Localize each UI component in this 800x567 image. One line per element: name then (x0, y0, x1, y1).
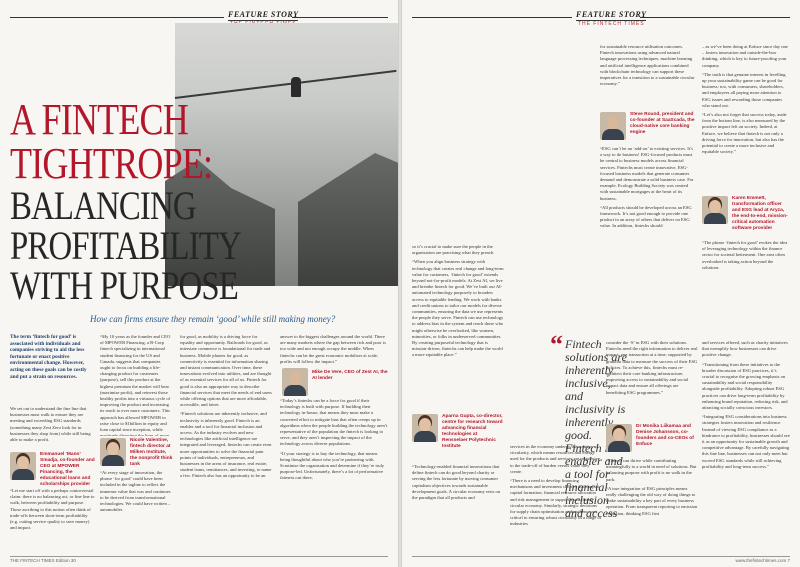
speaker-credit: Dr Monika Liikamaa and Denise Johansson,… (636, 424, 694, 447)
pull-quote-text: Fintech solutions are inherently inclusi… (565, 337, 628, 520)
column-1-continued: “Let me start off with a perhaps controv… (10, 488, 96, 556)
speaker-photo (10, 452, 36, 480)
column-2-bottom: services in the economy undergo the scru… (510, 444, 602, 556)
tightrope-photo (165, 23, 398, 286)
speaker-photo (600, 112, 626, 140)
section-tab-sub: THE FINTECH TIMES (577, 21, 645, 27)
paragraph: “Fintech can thrive while contributing m… (606, 458, 697, 482)
paragraph: for sustainable resource utilisation out… (600, 44, 695, 87)
paragraph: We set out to understand the fine line t… (10, 406, 91, 443)
column-1: so it’s crucial to make sure the people … (412, 244, 504, 410)
paragraph: services in the economy undergo the scru… (510, 444, 600, 474)
section-tab-label: FEATURE STORY (576, 10, 647, 19)
tightrope-walker (291, 77, 301, 97)
section-tab-bar (576, 20, 647, 21)
paragraph: “There is a need to develop financing me… (510, 478, 602, 527)
speaker-photo (282, 368, 308, 396)
paragraph: for good, as mobility is a driving force… (180, 334, 272, 408)
footer-right: www.thefintechtimes.com 7 (735, 558, 790, 563)
column-4-middle: “The phrase ‘fintech for good’ evokes th… (702, 240, 790, 310)
paragraph: so it’s crucial to make sure the people … (412, 244, 495, 256)
top-rule (10, 17, 224, 18)
column-2-continued: “At every stage of innovation, the phras… (100, 470, 172, 556)
speaker-photo (100, 438, 126, 466)
paragraph: “A true integration of ESG principles me… (606, 485, 698, 516)
paragraph: “When you align business strategy with t… (412, 259, 504, 358)
speaker-credit: Steve Round, president and co-founder at… (630, 112, 695, 135)
paragraph: – as we’ve been doing at Enfuce since da… (702, 44, 788, 68)
headline-line-2: TIGHTROPE: (10, 139, 213, 188)
speaker-credit: Karen Emmett, transformation officer and… (732, 196, 788, 231)
paragraph: “Let me start off with a perhaps controv… (10, 488, 95, 531)
paragraph: “Technology-enabled financial innovation… (412, 464, 501, 501)
column-3: for good, as mobility is a driving force… (180, 334, 272, 556)
column-2: “My 10 years as the founder and CEO of M… (100, 334, 172, 436)
paragraph: answer to the biggest challenges around … (280, 334, 386, 364)
paragraph: “Let’s also not forget that success toda… (702, 112, 787, 155)
column-1-continued: “Technology-enabled financial innovation… (412, 464, 504, 556)
top-rule (412, 17, 572, 18)
left-page: FEATURE STORY THE FINTECH TIMES A FINTEC… (0, 0, 398, 567)
column-4: answer to the biggest challenges around … (280, 334, 388, 370)
paragraph: “The phrase ‘fintech for good’ evokes th… (702, 240, 788, 270)
paragraph: “If your strategy is to buy the technolo… (280, 450, 385, 481)
right-page: FEATURE STORY THE FINTECH TIMES so it’s … (402, 0, 800, 567)
top-rule (640, 17, 790, 18)
column-4-continued: “Today’s fintechs can be a force for goo… (280, 398, 388, 556)
footer-left: THE FINTECH TIMES Edition 30 (10, 558, 76, 563)
paragraph: “Transitioning from these initiatives to… (702, 361, 788, 411)
quote-mark-icon: “ (550, 330, 563, 359)
headline-line-3: BALANCING (10, 183, 197, 228)
headline: A FINTECH TIGHTROPE: BALANCING PROFITABI… (10, 98, 292, 306)
column-3-lower: consider the ‘S’ in ESG with their solut… (606, 340, 698, 422)
paragraph: and services offered, such as charity in… (702, 340, 788, 358)
column-3-bottom: “Fintech can thrive while contributing m… (606, 458, 698, 556)
spine-gutter (398, 0, 402, 567)
top-rule (292, 17, 388, 18)
speaker-photo (702, 196, 728, 224)
cliff-right (298, 153, 398, 286)
footer-rule (412, 556, 790, 557)
headline-line-1: A FINTECH (10, 95, 189, 144)
paragraph: “My 10 years as the founder and CEO of M… (100, 334, 171, 436)
column-3-middle: “ESG can’t be an ‘add-on’ to existing se… (600, 146, 696, 262)
speaker-credit: Mike De Vere, CEO of Zest AI, the AI len… (312, 370, 388, 381)
paragraph: “All products should be developed across… (600, 204, 692, 229)
headline-line-5: WITH PURPOSE (10, 263, 239, 308)
paragraph: “Integrating ESG considerations into bus… (702, 414, 790, 469)
paragraph: “ESG can’t be an ‘add-on’ to existing se… (600, 146, 694, 201)
speaker-photo (606, 424, 632, 452)
column-4-bottom: and services offered, such as charity in… (702, 340, 790, 556)
speaker-credit: Nicole Valentine, fintech director at Mi… (130, 438, 173, 467)
speaker-credit: Emmanuel ‘Mano’ Smadja, co-founder and C… (40, 452, 95, 487)
column-3-top: for sustainable resource utilisation out… (600, 44, 696, 110)
paragraph: consider the ‘S’ in ESG with their solut… (606, 340, 698, 395)
headline-line-4: PROFITABILITY (10, 223, 242, 268)
section-tab-bar (228, 20, 299, 21)
section-tab-label: FEATURE STORY (228, 10, 299, 19)
standfirst: How can firms ensure they remain ‘good’ … (90, 314, 336, 324)
paragraph: “Today’s fintechs can be a force for goo… (280, 398, 388, 447)
pull-quote: “ Fintech solutions are inherently inclu… (550, 330, 629, 520)
paragraph: “At every stage of innovation, the phras… (100, 470, 171, 513)
intro-paragraph: The term ‘fintech for good’ is associate… (10, 334, 87, 380)
footer-rule (10, 556, 388, 557)
section-tab: FEATURE STORY THE FINTECH TIMES (576, 10, 647, 27)
speaker-photo (412, 414, 438, 442)
column-4-top: – as we’ve been doing at Enfuce since da… (702, 44, 790, 194)
rope (174, 69, 397, 99)
paragraph: “Fintech solutions are inherently inclus… (180, 411, 272, 479)
paragraph: “The truth is that genuine interest in l… (702, 71, 786, 108)
column-1: We set out to understand the fine line t… (10, 406, 96, 450)
speaker-credit: Aparna Gupta, co-director, centre for re… (442, 414, 503, 449)
